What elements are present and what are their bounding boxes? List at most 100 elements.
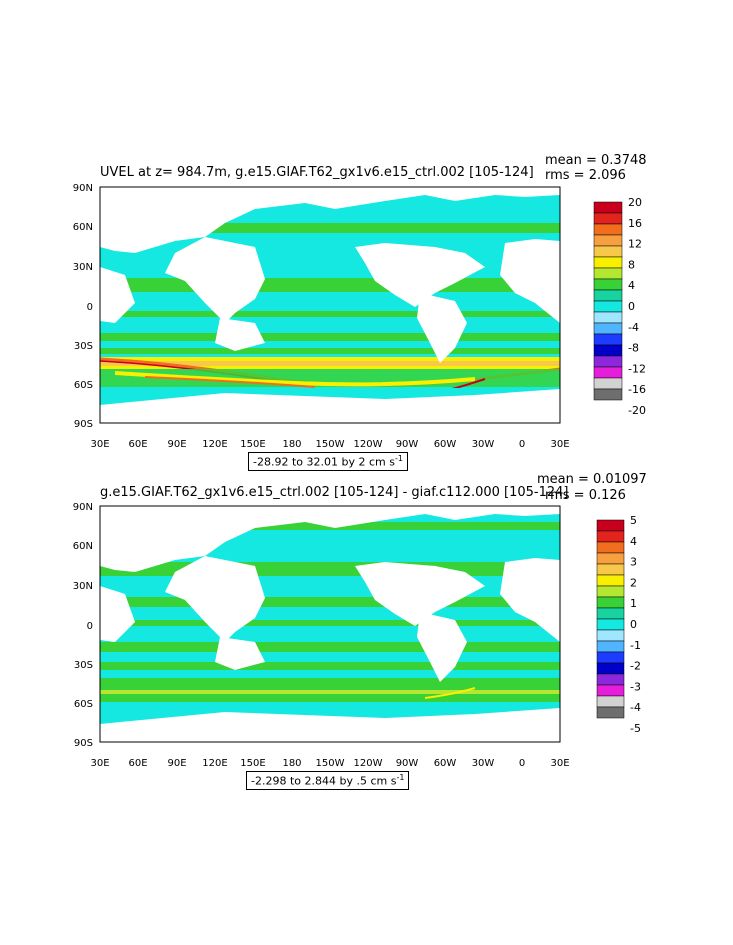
lon-label: 0 <box>519 758 525 769</box>
lon-label: 60W <box>434 758 457 769</box>
lon-label: 120E <box>202 758 227 769</box>
panel2-title: g.e15.GIAF.T62_gx1v6.e15_ctrl.002 [105-1… <box>100 485 569 500</box>
colorbar-swatch <box>593 256 623 269</box>
lon-label: 60E <box>128 758 147 769</box>
colorbar-label: -8 <box>628 342 639 355</box>
panel2-colorbar: 5 4 3 2 1 0 -1 -2 -3 -4 -5 <box>596 516 641 735</box>
lon-label: 60E <box>128 439 147 450</box>
colorbar-label: 1 <box>630 597 637 610</box>
panel2-rms: rms = 0.126 <box>545 488 626 503</box>
lon-label: 150W <box>316 439 345 450</box>
lat-label: 0 <box>87 302 93 313</box>
colorbar-swatch <box>593 234 623 247</box>
panel2-map: 90N 60N 30N 0 30S 60S 90S 30E 60E 90E 12… <box>73 502 570 769</box>
colorbar-label: 0 <box>630 618 637 631</box>
lon-label: 90E <box>167 758 186 769</box>
colorbar-swatch <box>596 552 625 565</box>
colorbar-swatch <box>593 355 623 368</box>
lon-label: 30W <box>472 758 495 769</box>
panel1-lon-axis: 30E 60E 90E 120E 150E 180 150W 120W 90W … <box>90 439 569 450</box>
colorbar-swatch <box>596 629 625 642</box>
colorbar-swatch <box>593 223 623 236</box>
panel1-rms: rms = 2.096 <box>545 168 626 183</box>
colorbar-label: 12 <box>628 238 642 251</box>
lat-label: 60N <box>73 222 93 233</box>
lon-label: 120W <box>354 439 383 450</box>
lon-label: 180 <box>282 439 301 450</box>
colorbar-label: 2 <box>630 576 637 589</box>
lon-label: 30W <box>472 439 495 450</box>
colorbar-swatch <box>596 574 625 587</box>
lat-label: 60S <box>74 380 93 391</box>
colorbar-swatch <box>596 662 625 675</box>
colorbar-swatch <box>593 278 623 291</box>
lat-label: 30S <box>74 341 93 352</box>
colorbar-swatch <box>593 377 623 390</box>
colorbar-label: 3 <box>630 556 637 569</box>
colorbar-label: -16 <box>628 383 646 396</box>
panel1-map: 90N 60N 30N 0 30S 60S 90S 30E 60E 90E 12… <box>73 183 570 450</box>
lon-label: 30E <box>550 758 569 769</box>
panel1-field <box>99 187 561 423</box>
colorbar-label: -3 <box>630 680 641 693</box>
colorbar-swatch <box>593 366 623 379</box>
colorbar-swatch <box>596 530 625 543</box>
colorbar-swatch <box>593 322 623 335</box>
panel2-lon-axis: 30E 60E 90E 120E 150E 180 150W 120W 90W … <box>90 758 569 769</box>
colorbar-swatch <box>593 344 623 357</box>
lat-label: 90N <box>73 183 93 194</box>
panel1-range-box: -28.92 to 32.01 by 2 cm s-1 <box>248 452 408 471</box>
lon-label: 30E <box>550 439 569 450</box>
lat-label: 0 <box>87 621 93 632</box>
lon-label: 30E <box>90 439 109 450</box>
lon-label: 90W <box>396 758 419 769</box>
lon-label: 180 <box>282 758 301 769</box>
colorbar-swatch <box>596 695 625 708</box>
panel1-colorbar: 20 16 12 8 4 0 -4 -8 -12 -16 -20 <box>593 198 646 417</box>
panel2-range-sup: -1 <box>396 773 405 782</box>
panel1-range-label: -28.92 to 32.01 by 2 cm s <box>253 455 395 469</box>
panel2-range-label: -2.298 to 2.844 by .5 cm s <box>251 774 397 788</box>
colorbar-label: 4 <box>630 535 637 548</box>
colorbar-label: -5 <box>630 722 641 735</box>
colorbar-label: 20 <box>628 198 642 209</box>
colorbar-label: -12 <box>628 362 646 375</box>
colorbar-swatch <box>596 585 625 598</box>
colorbar-label: -1 <box>630 639 641 652</box>
panel1-lat-axis: 90N 60N 30N 0 30S 60S 90S <box>73 183 93 430</box>
lat-label: 90N <box>73 502 93 513</box>
lon-label: 0 <box>519 439 525 450</box>
colorbar-swatch <box>596 596 625 609</box>
colorbar-swatch <box>593 289 623 302</box>
colorbar-swatch <box>593 388 623 401</box>
colorbar-swatch <box>593 267 623 280</box>
colorbar-swatch <box>596 541 625 554</box>
colorbar-swatch <box>596 618 625 631</box>
colorbar-swatch <box>596 563 625 576</box>
colorbar-swatch <box>596 684 625 697</box>
colorbar-swatch <box>593 212 623 225</box>
lon-label: 150E <box>240 439 265 450</box>
lat-label: 30S <box>74 660 93 671</box>
colorbar-swatch <box>596 673 625 686</box>
colorbar-label: -2 <box>630 660 641 673</box>
lat-label: 90S <box>74 419 93 430</box>
colorbar-swatch <box>593 333 623 346</box>
colorbar-swatch <box>593 245 623 258</box>
panel1-range-sup: -1 <box>394 454 403 463</box>
panel2-field <box>100 506 560 742</box>
colorbar-label: -4 <box>630 701 641 714</box>
panel2-range-box: -2.298 to 2.844 by .5 cm s-1 <box>246 771 410 790</box>
colorbar-swatch <box>593 311 623 324</box>
lon-label: 120E <box>202 439 227 450</box>
lat-label: 30N <box>73 581 93 592</box>
colorbar-swatch <box>596 651 625 664</box>
colorbar-label: 5 <box>630 516 637 527</box>
panel1-title: UVEL at z= 984.7m, g.e15.GIAF.T62_gx1v6.… <box>100 165 534 180</box>
colorbar-swatch <box>593 201 623 214</box>
panel1-mean: mean = 0.3748 <box>545 153 647 168</box>
colorbar-swatch <box>596 607 625 620</box>
lon-label: 90E <box>167 439 186 450</box>
panel2-mean: mean = 0.01097 <box>537 472 647 487</box>
colorbar-label: 4 <box>628 279 635 292</box>
